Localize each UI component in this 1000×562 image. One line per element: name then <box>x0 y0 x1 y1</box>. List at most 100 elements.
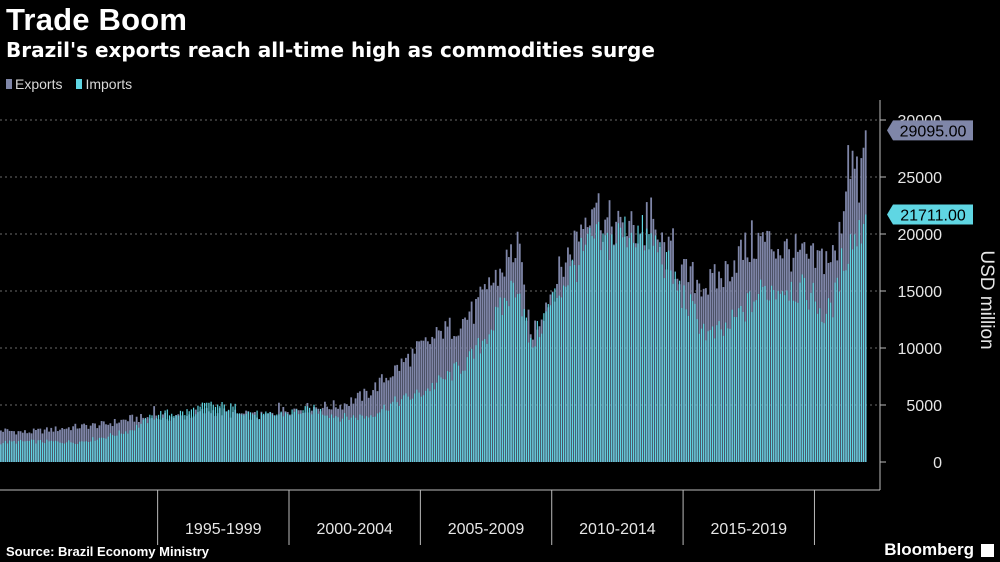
bar-imports <box>670 270 672 462</box>
bar-imports <box>700 328 703 462</box>
bar-imports <box>773 289 775 462</box>
bar-imports <box>768 300 771 462</box>
bar-imports <box>350 417 352 462</box>
bar-imports <box>578 265 580 462</box>
bar-imports <box>865 214 867 462</box>
axis-layer: 050001000015000200002500030000USD millio… <box>0 100 997 545</box>
bar-imports <box>738 308 740 462</box>
bar-imports <box>580 237 582 462</box>
bar-imports <box>716 325 718 462</box>
bar-imports <box>368 417 370 462</box>
bar-imports <box>746 293 749 462</box>
brand-logo: Bloomberg <box>884 540 974 559</box>
bar-imports <box>249 412 252 462</box>
bar-imports <box>506 300 508 462</box>
bar-imports <box>462 370 464 462</box>
bar-imports <box>173 416 175 462</box>
bar-imports <box>567 285 569 462</box>
bar-imports <box>160 411 162 462</box>
bar-imports <box>175 415 177 462</box>
bar-imports <box>44 443 46 462</box>
bar-imports <box>26 440 28 462</box>
bar-imports <box>243 415 245 462</box>
bar-imports <box>661 264 663 462</box>
legend-swatch-exports <box>6 79 12 89</box>
bar-imports <box>788 300 790 462</box>
value-tag-exports: 29095.00 <box>887 120 973 141</box>
bar-imports <box>446 371 449 462</box>
bar-imports <box>595 224 598 462</box>
bar-imports <box>514 297 517 462</box>
bar-imports <box>735 317 738 462</box>
value-tag-shape-exports <box>887 120 973 141</box>
bar-imports <box>416 389 418 462</box>
bar-imports <box>151 415 153 462</box>
bar-imports <box>499 297 501 462</box>
bar-imports <box>263 413 265 462</box>
bar-imports <box>860 243 862 462</box>
bar-imports <box>400 399 403 462</box>
x-tick-label: 2010-2014 <box>579 521 656 538</box>
bar-imports <box>361 415 363 462</box>
bar-imports <box>15 443 17 462</box>
bar-imports <box>214 406 217 462</box>
y-axis-title: USD million <box>976 250 997 349</box>
bar-imports <box>197 405 199 462</box>
legend-label-imports: Imports <box>85 76 133 92</box>
bar-imports <box>665 252 668 462</box>
legend-swatch-imports <box>76 79 83 89</box>
bar-imports <box>619 227 622 462</box>
bar-imports <box>438 375 440 462</box>
bar-imports <box>744 321 746 462</box>
bar-imports <box>149 414 151 462</box>
bar-imports <box>530 337 532 462</box>
bar-imports <box>398 405 400 462</box>
bar-imports <box>628 237 630 462</box>
bar-exports <box>74 423 77 462</box>
bar-imports <box>46 439 48 462</box>
bar-imports <box>127 433 129 462</box>
bar-imports <box>630 232 633 462</box>
bar-imports <box>486 343 488 462</box>
bar-imports <box>648 234 650 462</box>
bar-imports <box>473 358 475 462</box>
bar-imports <box>554 288 556 462</box>
bar-imports <box>168 415 171 462</box>
bar-imports <box>451 380 453 462</box>
bar-imports <box>503 297 506 462</box>
bar-imports <box>816 313 819 462</box>
bar-imports <box>387 410 390 462</box>
bar-imports <box>155 417 157 462</box>
bar-imports <box>396 402 398 462</box>
bar-imports <box>676 290 679 462</box>
bar-imports <box>201 402 203 462</box>
bar-imports <box>199 406 201 462</box>
bar-imports <box>727 328 729 462</box>
bar-imports <box>129 430 131 462</box>
bar-imports <box>171 413 173 462</box>
bar-imports <box>293 411 295 462</box>
bar-imports <box>501 315 503 462</box>
bar-imports <box>238 413 241 462</box>
bar-imports <box>407 396 409 462</box>
bar-imports <box>685 309 687 462</box>
bar-imports <box>298 414 300 462</box>
bar-imports <box>425 390 427 462</box>
bar-imports <box>556 297 558 462</box>
y-tick-label: 20000 <box>898 227 943 244</box>
bar-imports <box>206 402 208 462</box>
bar-imports <box>517 294 519 462</box>
bar-imports <box>576 282 578 462</box>
bar-imports <box>66 442 68 462</box>
bar-imports <box>92 437 94 462</box>
bar-imports <box>344 413 346 462</box>
bar-imports <box>490 329 492 462</box>
bar-imports <box>795 301 797 462</box>
bar-imports <box>755 300 757 462</box>
bar-imports <box>436 382 438 462</box>
bar-imports <box>573 265 576 462</box>
bar-imports <box>663 278 665 462</box>
y-tick-label: 5000 <box>906 398 942 415</box>
bar-imports <box>608 260 611 462</box>
bar-imports <box>4 440 6 462</box>
